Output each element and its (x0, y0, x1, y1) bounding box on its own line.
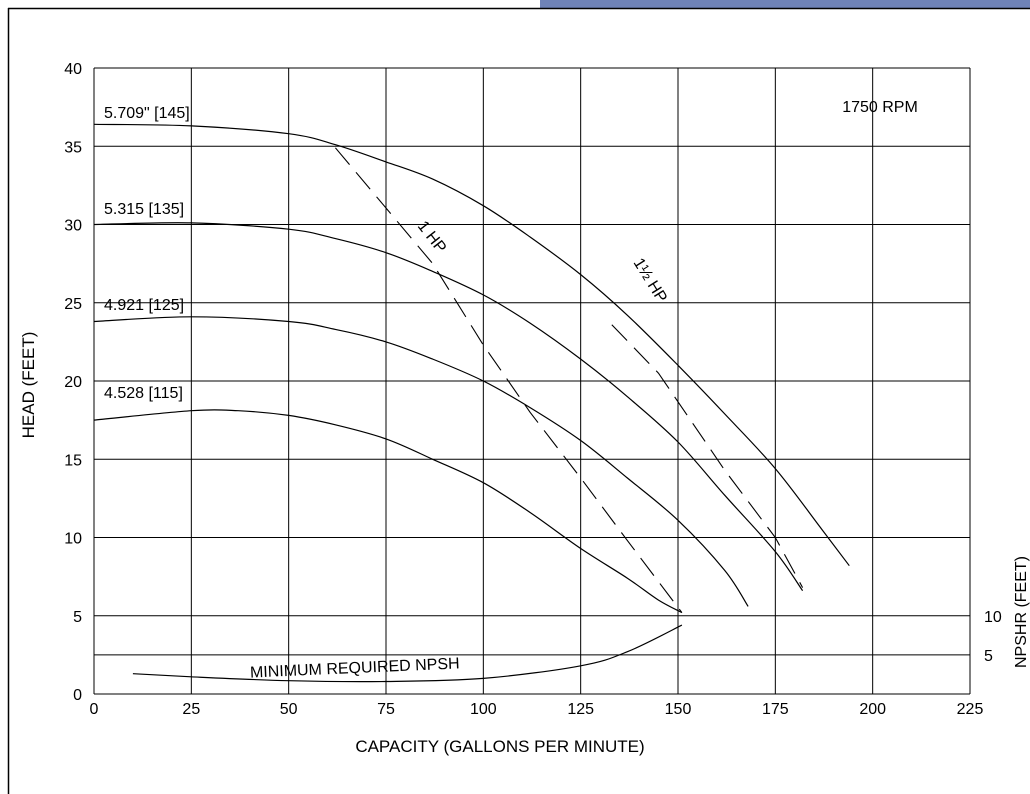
series-layer (93, 123, 850, 683)
impeller-curve-0 (93, 123, 850, 567)
impeller-curve-2 (93, 316, 749, 607)
y-axis-title: HEAD (FEET) (19, 332, 38, 439)
header-band (540, 0, 1030, 9)
y-tick-label: 5 (73, 609, 82, 626)
impeller-label-135: 5.315 [135] (104, 201, 184, 218)
impeller-label-125: 4.921 [125] (104, 297, 184, 314)
x-tick-label: 50 (280, 701, 298, 718)
npsh-curve-label: MINIMUM REQUIRED NPSH (250, 655, 460, 681)
impeller-label-145: 5.709" [145] (104, 105, 190, 122)
grid (93, 67, 971, 695)
x-tick-label: 225 (957, 701, 984, 718)
npsh-curve (132, 624, 683, 683)
y-tick-label: 10 (64, 531, 82, 548)
y-tick-label: 15 (64, 452, 82, 469)
x-tick-label: 0 (90, 701, 99, 718)
x-tick-label: 75 (377, 701, 395, 718)
x-tick-label: 25 (182, 701, 200, 718)
x-tick-label: 175 (762, 701, 789, 718)
x-tick-label: 125 (567, 701, 594, 718)
power-label-1-5hp: 1½ HP (630, 255, 670, 305)
y-tick-label: 20 (64, 374, 82, 391)
y-tick-label: 35 (64, 139, 82, 156)
impeller-curve-3 (93, 409, 683, 614)
right-axis-title: NPSHR (FEET) (1013, 556, 1030, 668)
impeller-label-115: 4.528 [115] (104, 385, 183, 402)
y-tick-label: 0 (73, 687, 82, 704)
y-tick-label: 30 (64, 218, 82, 235)
impeller-curve-1 (93, 222, 804, 592)
x-tick-label: 200 (859, 701, 886, 718)
x-tick-label: 100 (470, 701, 497, 718)
npshr-tick-label: 5 (984, 648, 993, 665)
power-line-1 (611, 324, 804, 588)
power-line-0 (334, 147, 683, 613)
rpm-annotation: 1750 RPM (842, 99, 918, 116)
y-tick-label: 40 (64, 61, 82, 78)
npshr-tick-label: 10 (984, 609, 1002, 626)
x-tick-label: 150 (665, 701, 692, 718)
x-axis-title: CAPACITY (GALLONS PER MINUTE) (355, 737, 644, 756)
y-tick-label: 25 (64, 296, 82, 313)
label-layer: 0 25 50 75 100 125 150 175 200 225 0 5 10 15 20 25 30 35 4… (64, 61, 1002, 718)
power-label-1hp: 1 HP (414, 218, 449, 257)
